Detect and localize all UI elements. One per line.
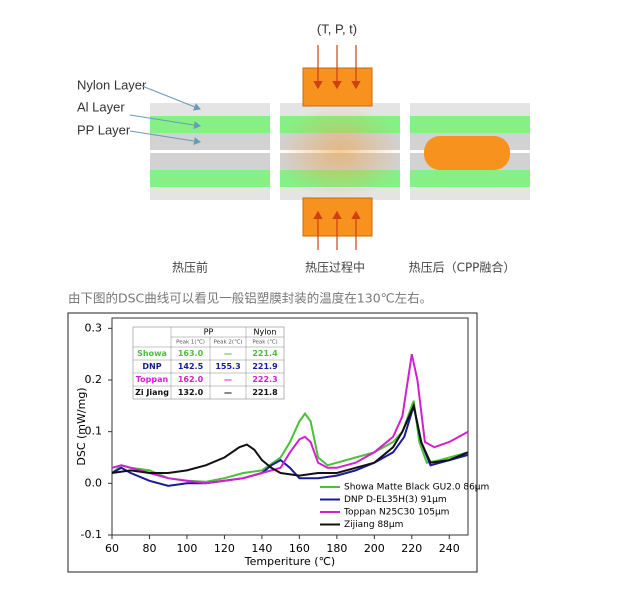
caption: 由下图的DSC曲线可以看见一般铝塑膜封装的温度在130℃左右。 bbox=[68, 291, 432, 306]
layer-stripe bbox=[410, 103, 530, 116]
table-cell: Showa bbox=[137, 349, 167, 358]
x-tick-label: 240 bbox=[439, 542, 460, 555]
table-cell: 163.0 bbox=[178, 349, 204, 358]
table-cell: 221.4 bbox=[252, 349, 278, 358]
parameters: (T, P, t) bbox=[317, 21, 357, 36]
table-cell: 162.0 bbox=[178, 375, 204, 384]
table-column: Peak (℃) bbox=[252, 339, 277, 346]
table-column: Peak 1(℃) bbox=[176, 339, 205, 346]
table-group: Nylon bbox=[254, 328, 277, 337]
x-tick-label: 120 bbox=[214, 542, 235, 555]
y-axis-title: DSC (mW/mg) bbox=[75, 387, 88, 465]
y-tick-label: -0.1 bbox=[81, 528, 102, 541]
stage-label: 热压后（CPP融合） bbox=[409, 260, 516, 275]
layer-stripe bbox=[150, 187, 270, 200]
layer-pointers bbox=[129, 85, 201, 146]
table-cell: Toppan bbox=[136, 375, 169, 384]
x-tick-label: 200 bbox=[364, 542, 385, 555]
x-tick-label: 100 bbox=[176, 542, 197, 555]
table-cell: 221.9 bbox=[252, 362, 278, 371]
chart: -0.1 0.0 0.1 0.2 0.3 60 80 100 120 140 160 180 200 22… bbox=[75, 317, 489, 568]
legend-label: Toppan N25C30 105μm bbox=[343, 508, 449, 518]
series-line bbox=[111, 353, 469, 485]
table-column: Peak 2(℃) bbox=[214, 339, 243, 346]
y-tick-label: 0.2 bbox=[85, 373, 103, 386]
y-tick-label: 0.1 bbox=[85, 425, 103, 438]
table-cell: — bbox=[224, 375, 232, 384]
layer-stripe bbox=[150, 116, 270, 133]
y-tick-label: 0.0 bbox=[85, 476, 103, 489]
table-cell: 132.0 bbox=[178, 388, 204, 397]
table-cell: Zi Jiang bbox=[135, 388, 169, 397]
layer-stripe bbox=[150, 170, 270, 187]
layer-label: Al Layer bbox=[77, 99, 125, 114]
y-tick-label: 0.3 bbox=[85, 321, 103, 334]
table-cell: 221.8 bbox=[252, 388, 278, 397]
series-line bbox=[111, 402, 469, 477]
heat-zone bbox=[278, 104, 402, 200]
legend-label: Zijiang 88μm bbox=[344, 520, 403, 530]
table-cell: DNP bbox=[142, 362, 161, 371]
layer-stripe bbox=[150, 103, 270, 116]
table-cell: — bbox=[224, 349, 232, 358]
layer-stripe bbox=[150, 150, 270, 153]
table-frame bbox=[132, 326, 285, 400]
layer-stripe bbox=[150, 153, 270, 170]
table-cell: 155.3 bbox=[215, 362, 240, 371]
x-tick-label: 80 bbox=[142, 542, 156, 555]
layer-label: PP Layer bbox=[77, 122, 131, 137]
layer-stripe bbox=[410, 187, 530, 200]
x-tick-label: 180 bbox=[326, 542, 347, 555]
layer-stripe bbox=[410, 170, 530, 187]
table-cell: 222.3 bbox=[252, 375, 277, 384]
layer-label: Nylon Layer bbox=[77, 77, 147, 92]
stage-label: 热压前 bbox=[172, 260, 208, 275]
x-tick-label: 220 bbox=[401, 542, 422, 555]
diagram: (T, P, t) Nylon Layer Al Layer PP Layer … bbox=[77, 21, 530, 275]
table-group: PP bbox=[204, 328, 214, 337]
x-tick-label: 160 bbox=[289, 542, 310, 555]
plot-area bbox=[111, 317, 469, 536]
x-axis-title: Temperiture (℃) bbox=[244, 555, 335, 568]
press-arrows bbox=[313, 45, 361, 250]
cpp-fusion bbox=[424, 136, 510, 170]
legend-label: DNP D-EL35H(3) 91μm bbox=[344, 495, 447, 505]
layer-stripe bbox=[410, 116, 530, 133]
table-cell: — bbox=[224, 388, 232, 397]
x-tick-label: 140 bbox=[251, 542, 272, 555]
x-tick-label: 60 bbox=[105, 542, 119, 555]
legend-label: Showa Matte Black GU2.0 86μm bbox=[344, 483, 489, 493]
stage-label: 热压过程中 bbox=[305, 260, 365, 275]
layer-stripe bbox=[150, 133, 270, 150]
table-cell: 142.5 bbox=[178, 362, 204, 371]
